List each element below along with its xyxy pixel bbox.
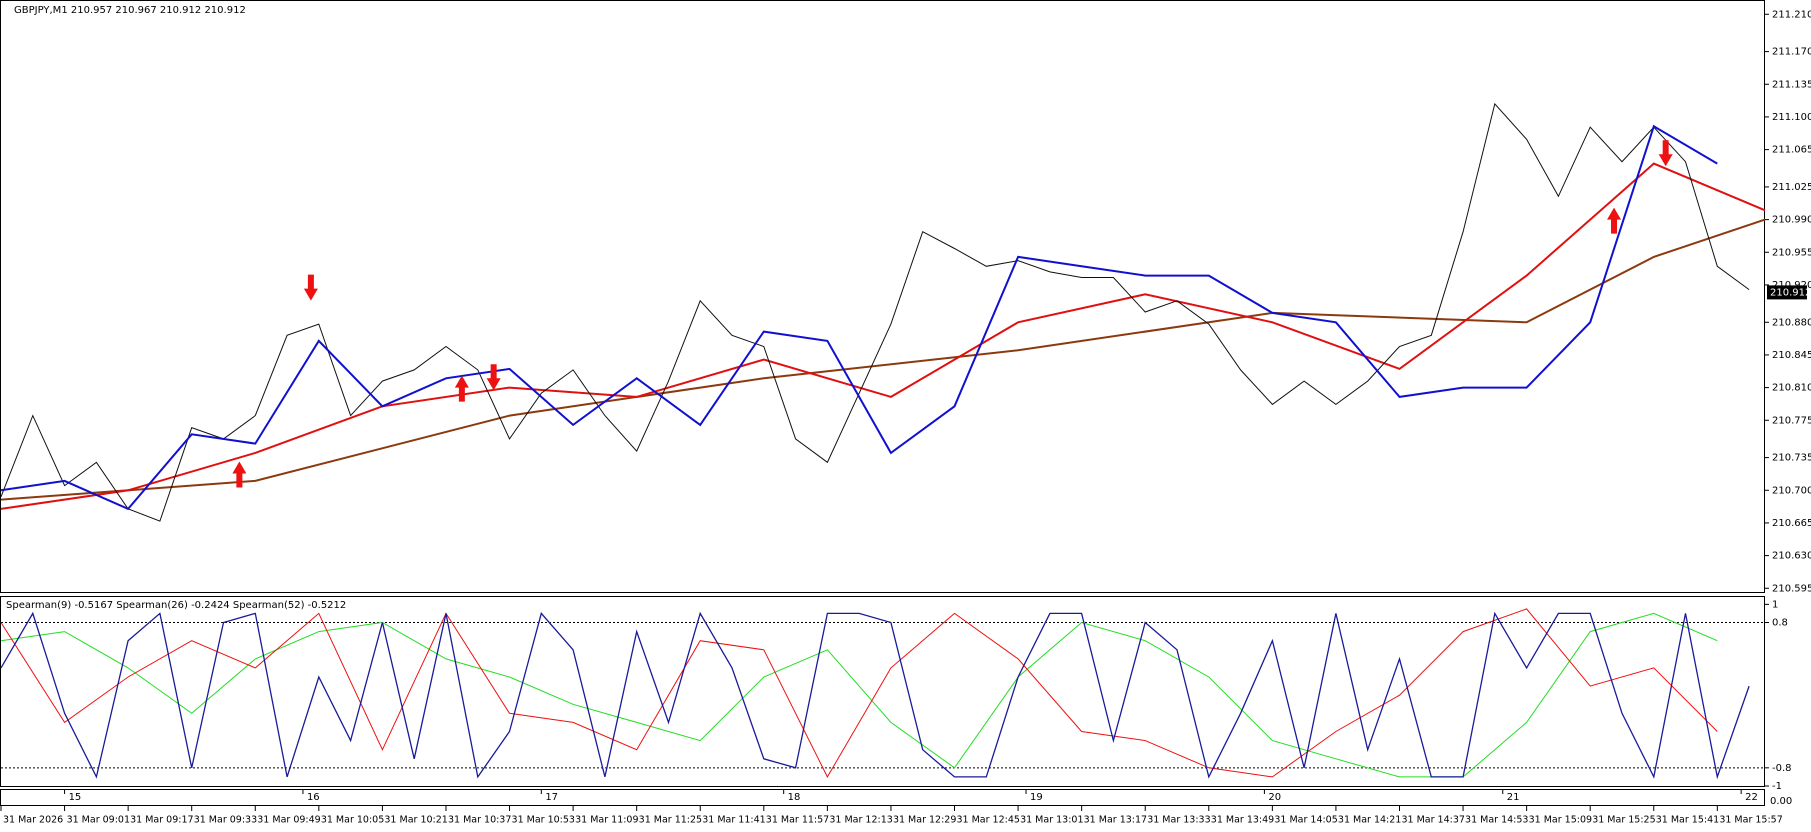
x-tick-label: 31 Mar 10:21 xyxy=(384,815,447,826)
x-tick-label: 31 Mar 14:05 xyxy=(1274,815,1337,826)
y-tick-label: 1 xyxy=(1772,599,1778,610)
indicator-frame xyxy=(0,596,1765,787)
series-line xyxy=(0,102,1750,522)
series-line xyxy=(0,162,1766,510)
series-line xyxy=(0,608,1718,778)
y-tick-label: 210.775 xyxy=(1772,415,1811,426)
x-tick-label: 31 Mar 15:41 xyxy=(1656,815,1719,826)
day-label: 20 xyxy=(1268,792,1281,803)
series-line xyxy=(0,218,1766,501)
y-tick-label: 210.735 xyxy=(1772,453,1811,464)
y-tick-label: -1 xyxy=(1772,781,1782,792)
day-label: 17 xyxy=(545,792,558,803)
x-tick-label: 31 Mar 13:17 xyxy=(1084,815,1147,826)
y-tick-label: 211.100 xyxy=(1772,112,1811,123)
symbol-header: GBPJPY,M1 210.957 210.967 210.912 210.91… xyxy=(14,5,246,16)
x-tick-label: 31 Mar 09:33 xyxy=(194,815,257,826)
x-tick-label: 31 Mar 12:45 xyxy=(957,815,1020,826)
x-tick-label: 31 Mar 12:13 xyxy=(829,815,892,826)
x-tick-label: 31 Mar 12:29 xyxy=(893,815,956,826)
signal-arrow xyxy=(454,375,469,402)
y-tick-label: 210.595 xyxy=(1772,583,1811,594)
y-tick-label: 211.025 xyxy=(1772,182,1811,193)
x-tick-label: 31 Mar 14:53 xyxy=(1465,815,1528,826)
y-tick-label: 211.135 xyxy=(1772,79,1811,90)
x-tick-label: 31 Mar 13:49 xyxy=(1211,815,1274,826)
day-label: 22 xyxy=(1745,792,1758,803)
y-tick-label: 210.845 xyxy=(1772,350,1811,361)
day-label: 19 xyxy=(1030,792,1043,803)
y-tick-label: 0.8 xyxy=(1772,618,1788,629)
signal-arrow xyxy=(232,461,247,488)
x-tick-label: 31 Mar 11:09 xyxy=(575,815,638,826)
x-tick-label: 31 Mar 14:21 xyxy=(1338,815,1401,826)
series-line xyxy=(0,611,1750,780)
x-tick-label: 31 Mar 11:57 xyxy=(766,815,829,826)
day-label: 16 xyxy=(307,792,320,803)
last-price-box xyxy=(1767,285,1807,300)
y-tick-label: 210.955 xyxy=(1772,247,1811,258)
x-tick-label: 31 Mar 15:57 xyxy=(1719,815,1782,826)
x-tick-label: 31 Mar 09:01 xyxy=(67,815,130,826)
series-line xyxy=(0,124,1718,511)
indicator-header: Spearman(9) -0.5167 Spearman(26) -0.2424… xyxy=(6,600,346,611)
day-label: 15 xyxy=(69,792,82,803)
day-label: 18 xyxy=(788,792,801,803)
x-tick-label: 31 Mar 10:37 xyxy=(448,815,511,826)
x-tick-label: 31 Mar 10:05 xyxy=(321,815,384,826)
y-tick-label: 211.170 xyxy=(1772,47,1811,58)
last-price-label: 210.912 xyxy=(1770,287,1811,298)
x-tick-label: 31 Mar 11:41 xyxy=(702,815,765,826)
x-tick-label: 31 Mar 13:33 xyxy=(1147,815,1210,826)
strip-frame xyxy=(0,789,1765,806)
signal-arrow xyxy=(1607,207,1622,234)
y-tick-label: 210.665 xyxy=(1772,518,1811,529)
y-tick-label: 210.810 xyxy=(1772,383,1811,394)
x-tick-label: 31 Mar 09:49 xyxy=(257,815,320,826)
x-tick-label: 31 Mar 15:09 xyxy=(1529,815,1592,826)
strip-label: 0.00 xyxy=(1770,796,1792,807)
x-tick-label: 31 Mar 11:25 xyxy=(639,815,702,826)
y-tick-label: 210.880 xyxy=(1772,317,1811,328)
x-tick-label: 31 Mar 15:25 xyxy=(1592,815,1655,826)
main-frame xyxy=(0,0,1765,593)
signal-arrow xyxy=(486,364,501,391)
x-tick-label: 31 Mar 10:53 xyxy=(512,815,575,826)
y-tick-label: 210.700 xyxy=(1772,485,1811,496)
y-tick-label: 210.990 xyxy=(1772,215,1811,226)
y-tick-label: 211.065 xyxy=(1772,145,1811,156)
signal-arrow xyxy=(303,274,318,301)
x-tick-label: 31 Mar 13:01 xyxy=(1020,815,1083,826)
y-tick-label: 211.210 xyxy=(1772,9,1811,20)
signal-arrow xyxy=(1658,140,1673,167)
y-tick-label: -0.8 xyxy=(1772,763,1792,774)
day-label: 21 xyxy=(1507,792,1520,803)
y-tick-label: 210.630 xyxy=(1772,551,1811,562)
x-tick-label: 31 Mar 14:37 xyxy=(1401,815,1464,826)
x-tick-label: 31 Mar 2026 xyxy=(3,815,63,826)
x-tick-label: 31 Mar 09:17 xyxy=(130,815,193,826)
